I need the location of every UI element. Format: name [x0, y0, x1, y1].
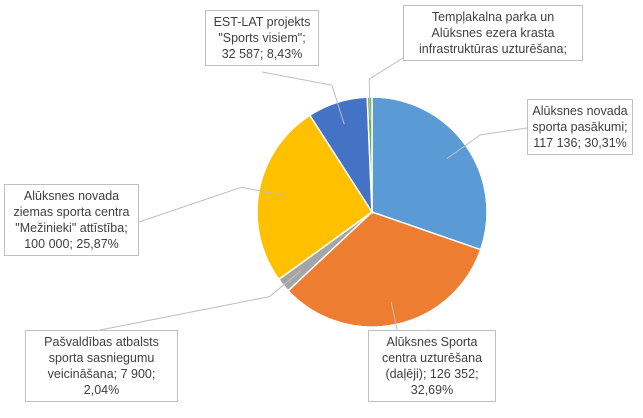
leader-line [446, 127, 528, 160]
label-sporta-centrs: Alūksnes Sporta centra uzturēšana (daļēj… [368, 330, 496, 402]
label-pasvaldibas-atbalsts: Pašvaldības atbalsts sporta sasniegumu v… [25, 330, 178, 402]
label-sporta-pasakumi: Alūksnes novada sporta pasākumi; 117 136… [527, 99, 633, 155]
leader-line [261, 71, 345, 125]
label-est-lat: EST-LAT projekts "Sports visiem"; 32 587… [205, 10, 319, 66]
leader-line [138, 186, 282, 223]
leader-line [99, 270, 302, 331]
label-mezinieki: Alūksnes novada ziemas sporta centra "Me… [4, 184, 139, 256]
label-templakalna: Tempļakalna parka un Alūksnes ezera kras… [403, 5, 583, 61]
